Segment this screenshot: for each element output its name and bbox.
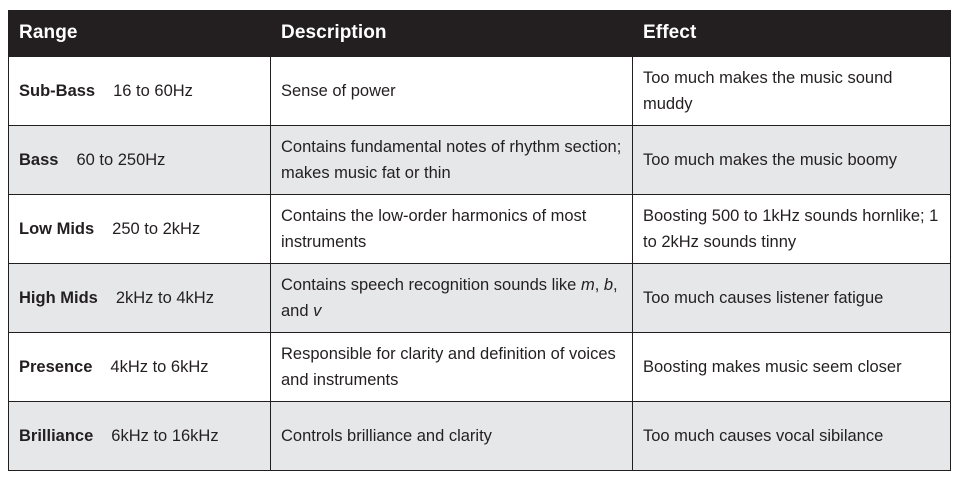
description-text: Contains speech recognition sounds like xyxy=(281,276,581,294)
effect-cell: Too much makes the music sound muddy xyxy=(632,56,951,126)
range-cell: Sub-Bass 16 to 60Hz xyxy=(8,56,271,126)
range-cell: High Mids 2kHz to 4kHz xyxy=(8,263,271,333)
range-name: Sub-Bass xyxy=(19,82,96,100)
range-values: 250 to 2kHz xyxy=(112,220,201,238)
effect-cell: Too much causes listener fatigue xyxy=(632,263,951,333)
effect-cell: Boosting 500 to 1kHz sounds hornlike; 1 … xyxy=(632,194,951,264)
range-name: Brilliance xyxy=(19,427,94,445)
range-values: 2kHz to 4kHz xyxy=(115,289,214,307)
description-cell: Sense of power xyxy=(270,56,633,126)
range-name: Bass xyxy=(19,151,59,169)
description-cell: Responsible for clarity and definition o… xyxy=(270,332,633,402)
effect-cell: Too much causes vocal sibilance xyxy=(632,401,951,471)
table-row-brilliance: Brilliance 6kHz to 16kHz Controls brillia… xyxy=(8,401,951,471)
header-description: Description xyxy=(270,10,633,57)
description-cell: Contains the low-order harmonics of most… xyxy=(270,194,633,264)
range-cell: Bass 60 to 250Hz xyxy=(8,125,271,195)
table-row-presence: Presence 4kHz to 6kHz Responsible for cla… xyxy=(8,332,951,402)
description-cell: Controls brilliance and clarity xyxy=(270,401,633,471)
range-name: High Mids xyxy=(19,289,98,307)
header-row: Range Description Effect xyxy=(8,10,951,57)
description-cell: Contains fundamental notes of rhythm sec… xyxy=(270,125,633,195)
range-cell: Low Mids 250 to 2kHz xyxy=(8,194,271,264)
range-cell: Brilliance 6kHz to 16kHz xyxy=(8,401,271,471)
table-row-sub-bass: Sub-Bass 16 to 60Hz Sense of power Too mu… xyxy=(8,56,951,126)
effect-cell: Boosting makes music seem closer xyxy=(632,332,951,402)
table-row-bass: Bass 60 to 250Hz Contains fundamental not… xyxy=(8,125,951,195)
range-values: 16 to 60Hz xyxy=(113,82,193,100)
range-name: Low Mids xyxy=(19,220,95,238)
table-row-low-mids: Low Mids 250 to 2kHz Contains the low-ord… xyxy=(8,194,951,264)
table-body: Sub-Bass 16 to 60Hz Sense of power Too mu… xyxy=(8,56,951,471)
description-separator: , and xyxy=(281,276,618,320)
range-name: Presence xyxy=(19,358,93,376)
frequency-range-table: Range Description Effect Sub-Bass 16 to 6… xyxy=(8,10,951,471)
description-letter-b: b xyxy=(603,276,614,294)
range-cell: Presence 4kHz to 6kHz xyxy=(8,332,271,402)
description-letter-m: m xyxy=(580,276,595,294)
range-values: 60 to 250Hz xyxy=(76,151,166,169)
description-cell: Contains speech recognition sounds like … xyxy=(270,263,633,333)
range-values: 6kHz to 16kHz xyxy=(111,427,219,445)
table-header: Range Description Effect xyxy=(8,10,951,57)
header-range: Range xyxy=(8,10,271,57)
header-effect: Effect xyxy=(632,10,951,57)
description-letter-v: v xyxy=(313,302,322,320)
table-row-high-mids: High Mids 2kHz to 4kHz Contains speech re… xyxy=(8,263,951,333)
description-separator: , xyxy=(594,276,604,294)
range-values: 4kHz to 6kHz xyxy=(110,358,209,376)
effect-cell: Too much makes the music boomy xyxy=(632,125,951,195)
